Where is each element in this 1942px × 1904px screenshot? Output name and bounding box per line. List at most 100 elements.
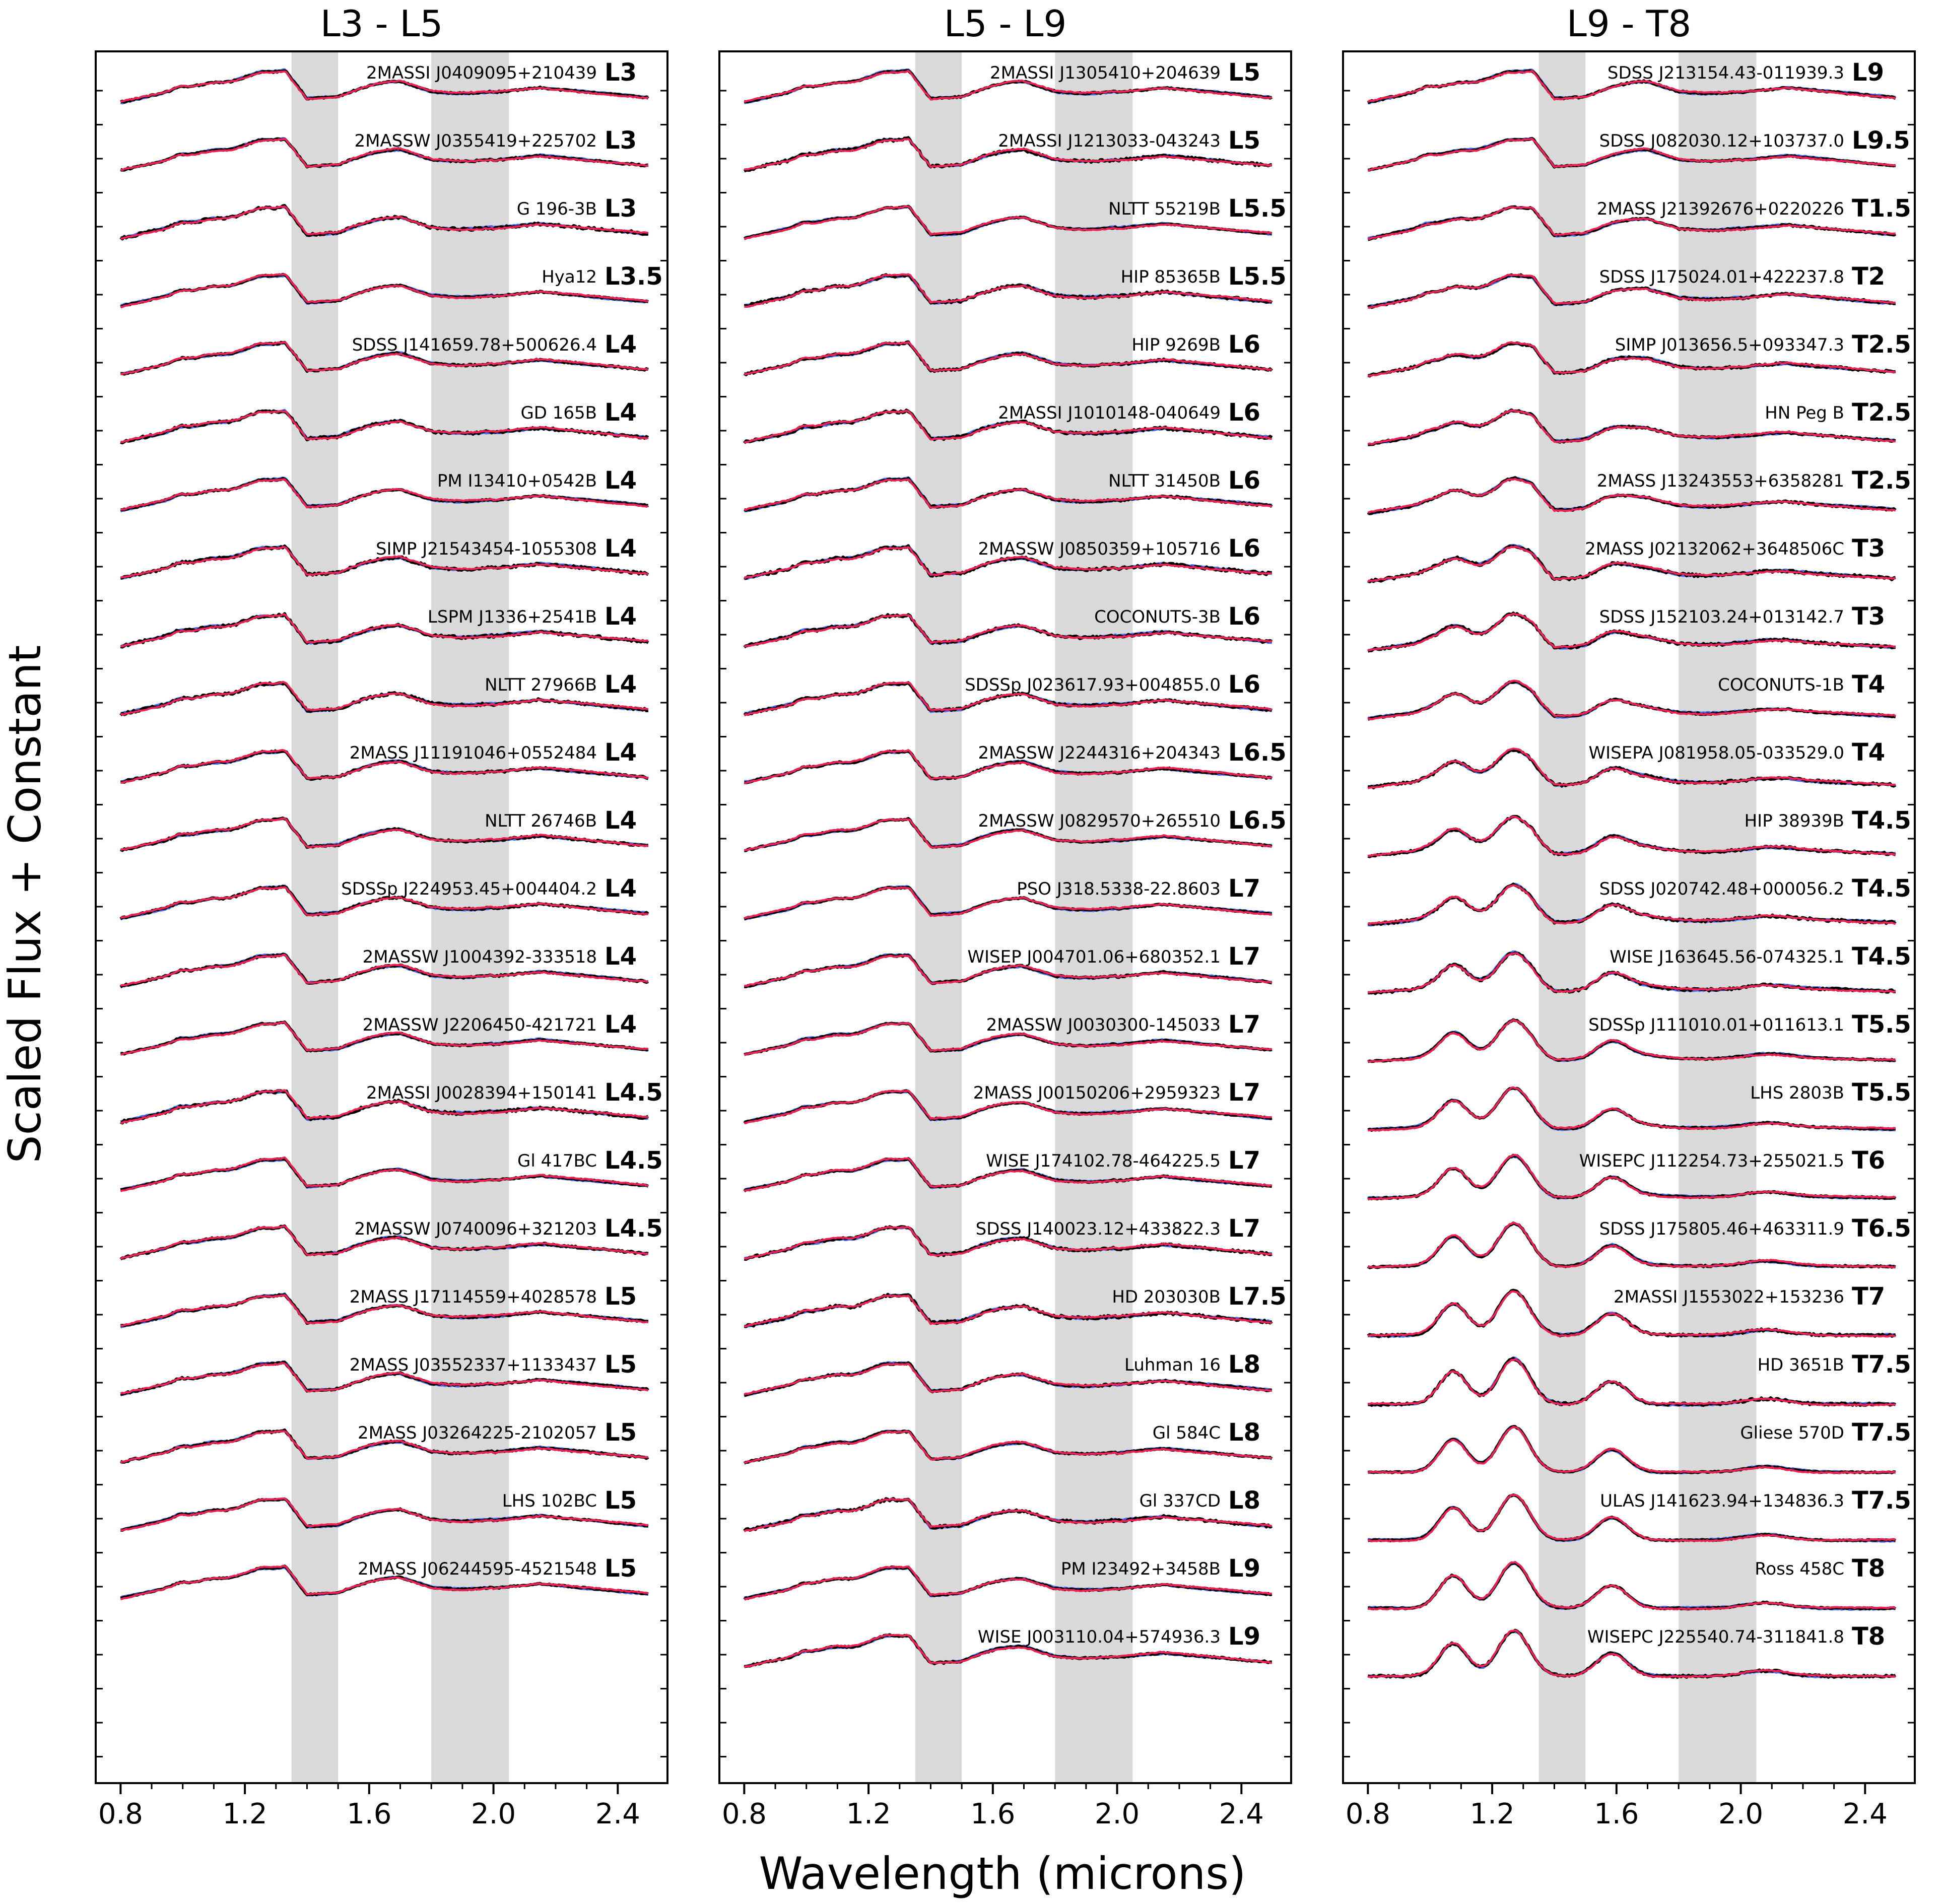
x-tick-label: 2.4 (1843, 1798, 1888, 1830)
x-tick-label: 2.0 (1095, 1798, 1140, 1830)
object-name: Gliese 570D (1740, 1423, 1844, 1443)
spectrum-model-b (1367, 1153, 1896, 1200)
spectrum-model-b (1367, 70, 1896, 103)
spectrum-model-b (120, 1430, 649, 1464)
object-name: 2MASSI J1305410+204639 (990, 63, 1221, 83)
spectrum-model-b (120, 1089, 649, 1124)
spectrum-model-b (120, 410, 649, 443)
spectrum-model-b (120, 70, 648, 103)
spectral-type: L6.5 (1228, 738, 1287, 767)
spectral-type: L3 (605, 126, 637, 155)
object-name: SDSS J141659.78+500626.4 (352, 335, 597, 355)
spectral-type: L7 (1228, 1010, 1260, 1039)
object-name: LHS 2803B (1750, 1083, 1844, 1103)
spectrum-model-b (744, 1022, 1273, 1056)
object-name: 2MASSI J1553022+153236 (1614, 1287, 1844, 1307)
spectrum-model-b (120, 613, 649, 648)
object-name: PM I23492+3458B (1061, 1559, 1221, 1579)
telluric-band-2 (1055, 51, 1133, 1783)
spectrum-model-b (120, 817, 648, 851)
panel-2: L5 - L9 2MASSI J1305410+204639 L5 2MASSI J1… (718, 3, 1292, 1830)
x-tick-label: 2.4 (1219, 1798, 1264, 1830)
object-name: SDSSp J111010.01+011613.1 (1588, 1015, 1844, 1035)
spectrum-model-b (744, 138, 1272, 171)
spectral-type: L6 (1228, 330, 1260, 359)
spectrum-model-b (120, 546, 648, 579)
spectrum-model-b (120, 206, 649, 240)
spectral-type: T6.5 (1852, 1214, 1911, 1243)
spectral-type: T4.5 (1852, 806, 1911, 835)
spectrum-model-b (1368, 1290, 1896, 1338)
spectrum-model-b (744, 818, 1273, 851)
object-name: SDSS J175805.46+463311.9 (1599, 1219, 1844, 1239)
object-name: SDSS J082030.12+103737.0 (1599, 131, 1844, 151)
spectrum-model-b (744, 341, 1273, 376)
object-name: SDSS J020742.48+000056.2 (1599, 879, 1844, 899)
object-name: 2MASSI J1010148-040649 (998, 403, 1221, 423)
object-name: HD 3651B (1758, 1355, 1844, 1375)
object-name: HN Peg B (1765, 403, 1844, 423)
spectral-type: T6 (1852, 1146, 1885, 1175)
x-tick-label: 1.2 (1470, 1798, 1515, 1830)
spectral-type: T4 (1852, 738, 1885, 767)
spectrum-model-b (744, 749, 1273, 785)
spectrum-model-b (120, 478, 649, 511)
object-name: SDSS J175024.01+422237.8 (1599, 267, 1844, 287)
spectral-type: T7 (1852, 1282, 1885, 1311)
spectral-type: L4 (605, 466, 637, 495)
spectrum-model-b (744, 273, 1273, 308)
spectral-type: L7.5 (1228, 1282, 1287, 1311)
object-name: WISE J163645.56-074325.1 (1610, 947, 1844, 967)
spectral-type: L4 (605, 1010, 637, 1039)
spectral-type: L8 (1228, 1350, 1260, 1379)
spectrum-model-b (120, 1294, 649, 1327)
spectrum-model-b (1367, 1019, 1896, 1063)
spectral-type: T3 (1852, 602, 1885, 631)
spectrum-model-b (1367, 138, 1896, 172)
telluric-band-1 (291, 51, 339, 1783)
object-name: 2MASS J03552337+1133437 (350, 1355, 597, 1375)
spectral-type: T3 (1852, 534, 1885, 563)
spectral-type: T1.5 (1852, 194, 1911, 223)
spectral-type: T2.5 (1852, 466, 1911, 495)
object-name: SDSS J152103.24+013142.7 (1599, 607, 1844, 627)
object-name: 2MASSW J2206450-421721 (363, 1015, 597, 1035)
x-tick-label: 1.2 (846, 1798, 891, 1830)
spectral-type: L9 (1852, 58, 1884, 87)
spectrum-model-b (120, 954, 648, 987)
spectrum-model-b (1368, 1358, 1896, 1407)
spectral-type: T2 (1852, 262, 1885, 291)
object-name: 2MASS J11191046+0552484 (350, 743, 597, 763)
spectrum-model-b (1367, 410, 1896, 445)
spectral-type: L8 (1228, 1486, 1260, 1515)
spectrum-model-b (744, 1226, 1273, 1260)
spectrum-model-b (744, 410, 1272, 444)
object-name: PM I13410+0542B (437, 471, 597, 491)
object-name: SIMP J21543454-1055308 (376, 539, 597, 559)
spectral-type: L5 (605, 1554, 637, 1583)
object-name: Luhman 16 (1124, 1355, 1221, 1375)
object-name: ULAS J141623.94+134836.3 (1600, 1491, 1844, 1511)
object-name: SDSS J213154.43-011939.3 (1608, 63, 1844, 83)
spectrum-model-b (120, 749, 648, 784)
spectrum-model-b (120, 1156, 649, 1192)
spectrum-model-b (120, 886, 648, 919)
spectral-type: L4 (605, 398, 637, 427)
object-name: HIP 38939B (1745, 811, 1844, 831)
object-name: 2MASSW J2244316+204343 (978, 743, 1221, 763)
spectral-type: L6 (1228, 670, 1260, 699)
panel-title: L9 - T8 (1567, 3, 1691, 45)
object-name: 2MASSI J0409095+210439 (366, 63, 597, 83)
spectral-type: L4 (605, 670, 637, 699)
spectrum-model-b (1368, 1426, 1896, 1474)
object-name: Ross 458C (1755, 1559, 1844, 1579)
x-axis-label: Wavelength (microns) (759, 1848, 1246, 1899)
spectrum-model-b (1368, 274, 1896, 309)
spectrum-model-b (1367, 1560, 1896, 1611)
spectral-type: L4.5 (605, 1078, 663, 1107)
panel-frame (718, 50, 1292, 1784)
spectral-type: T7.5 (1852, 1486, 1911, 1515)
spectrum-model-b (1367, 952, 1896, 994)
y-axis-label: Scaled Flux + Constant (0, 645, 51, 1164)
spectral-type: L4.5 (605, 1214, 663, 1243)
